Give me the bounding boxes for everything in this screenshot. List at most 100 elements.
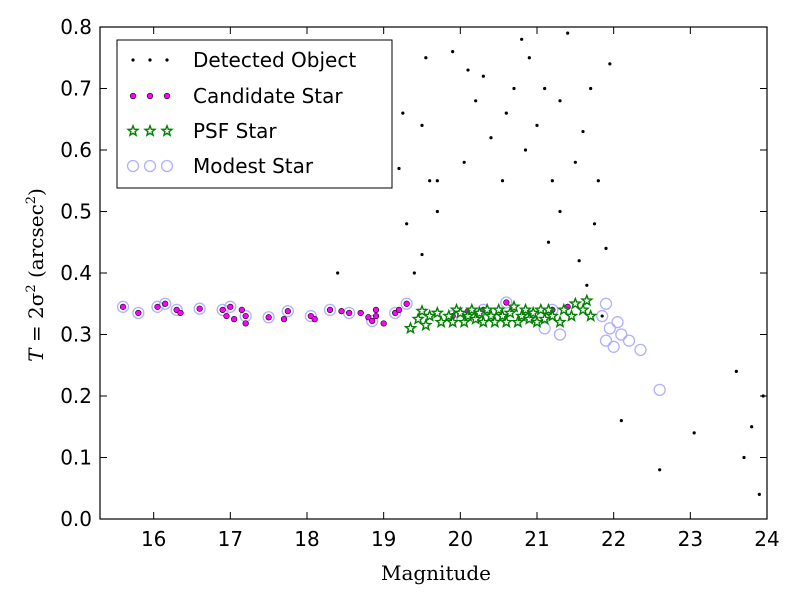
modest-star-point-5	[193, 302, 206, 315]
modest-star-point-1	[132, 306, 145, 320]
candidate-star-point-16	[284, 308, 291, 315]
candidate-star-point-24	[369, 317, 376, 325]
legend-marker-detected-object-1	[148, 58, 152, 62]
psf-star-point-5	[442, 308, 456, 322]
legend-marker-psf-star-1	[143, 123, 157, 137]
y-axis-label-var: T	[24, 347, 48, 362]
candidate-star-point-7	[219, 306, 226, 314]
x-tick-label-3: 19	[371, 527, 396, 551]
detected-object-point-42	[692, 431, 696, 435]
detected-object-point-6	[435, 209, 439, 214]
axes-layer: 16 17 18 19 20 21 22 23 24 0.0 0.1 0.2 0.3 0.4 0.5 0.6 0…	[60, 15, 780, 551]
candidate-star-point-5	[177, 309, 184, 317]
detected-object-point-38	[577, 259, 581, 263]
modest-star-point-10	[281, 304, 294, 318]
detected-object-point-14	[481, 74, 485, 78]
detected-object-point-37	[585, 283, 589, 287]
psf-star-point-2	[422, 308, 437, 322]
legend-label-modest-star: Modest Star	[193, 154, 314, 178]
candidate-star-point-2	[154, 303, 161, 310]
candidate-star-point-9	[227, 303, 234, 310]
psf-star-point-40	[583, 308, 598, 322]
detected-object-point-3	[428, 179, 432, 183]
points-layer	[116, 31, 765, 496]
candidate-star-point-23	[365, 314, 372, 321]
candidate-star-point-0	[119, 303, 127, 310]
psf-star-point-31	[541, 302, 556, 316]
psf-star-point-17	[488, 315, 502, 329]
psf-star-point-35	[564, 308, 579, 322]
detected-object-point-45	[742, 455, 746, 460]
modest-star-point-33	[599, 297, 613, 310]
candidate-star-point-15	[280, 316, 288, 323]
candidate-star-point-30	[403, 300, 410, 307]
psf-star-point-16	[484, 308, 498, 322]
psf-star-point-11	[465, 302, 479, 316]
candidate-star-point-13	[242, 320, 249, 327]
candidate-star-point-6	[196, 305, 203, 312]
candidate-star-point-26	[372, 306, 380, 314]
legend-marker-psf-star-0	[126, 123, 140, 137]
x-axis-label: Magnitude	[381, 561, 491, 585]
detected-object-point-39	[600, 314, 604, 318]
psf-star-point-0	[411, 311, 425, 325]
detected-object-point-24	[543, 86, 547, 91]
candidate-star-point-20	[338, 308, 345, 315]
modest-star-point-29	[622, 334, 636, 347]
detected-object-point-12	[466, 68, 470, 72]
x-tick-label-4: 20	[448, 527, 473, 551]
legend-label-candidate-star: Candidate Star	[193, 84, 343, 108]
psf-star-point-20	[499, 315, 514, 329]
detected-object-point-15	[462, 160, 466, 164]
modest-star-point-9	[262, 311, 275, 324]
psf-star-point-9	[457, 315, 471, 329]
candidate-star-point-10	[231, 316, 238, 323]
detected-object-point-13	[474, 99, 478, 103]
psf-star-point-15	[480, 302, 494, 316]
psf-star-point-4	[434, 315, 448, 329]
modest-star-point-14	[366, 314, 379, 328]
legend-box	[116, 39, 393, 189]
modest-star-point-22	[553, 328, 567, 341]
candidate-star-point-18	[311, 316, 318, 323]
x-tick-label-0: 16	[141, 527, 166, 551]
modest-star-point-16	[400, 297, 413, 310]
detected-object-point-16	[489, 136, 493, 140]
y-axis-label-unit-exp: 2	[24, 196, 39, 204]
psf-star-point-3	[430, 305, 445, 319]
detected-object-point-25	[550, 179, 554, 183]
y-tick-label-0: 0.0	[60, 507, 92, 531]
modest-star-point-6	[216, 303, 229, 317]
psf-star-point-25	[518, 302, 533, 316]
candidate-star-point-25	[372, 312, 380, 320]
psf-star-point-12	[468, 311, 483, 325]
legend-marker-modest-star-2	[160, 159, 174, 173]
x-tick-label-2: 18	[294, 527, 319, 551]
candidate-star-point-8	[223, 312, 230, 320]
psf-star-point-14	[476, 315, 491, 329]
psf-star-point-33	[553, 315, 567, 329]
legend-marker-candidate-star-0	[129, 92, 137, 100]
modest-star-point-15	[389, 306, 402, 320]
candidate-star-point-27	[380, 320, 387, 327]
detected-object-point-27	[566, 31, 570, 35]
detected-object-point-30	[558, 209, 562, 214]
psf-star-point-10	[461, 308, 475, 322]
detected-object-point-5	[420, 252, 424, 257]
modest-star-point-23	[538, 322, 551, 335]
candidate-star-point-29	[395, 306, 403, 314]
y-tick-label-2: 0.2	[60, 384, 92, 408]
detected-object-point-19	[512, 86, 516, 91]
detected-object-point-36	[608, 62, 612, 66]
detected-object-point-22	[523, 148, 528, 152]
psf-star-point-1	[419, 318, 433, 332]
detected-object-point-8	[424, 56, 428, 60]
modest-star-point-0	[116, 300, 130, 313]
modest-star-point-24	[596, 309, 609, 323]
modest-star-point-32	[611, 316, 624, 329]
detected-object-point-0	[397, 166, 401, 171]
psf-star-point-6	[445, 315, 460, 329]
legend-marker-detected-object-2	[165, 58, 169, 62]
psf-star-point-13	[472, 305, 487, 319]
x-tick-label-5: 21	[524, 527, 549, 551]
